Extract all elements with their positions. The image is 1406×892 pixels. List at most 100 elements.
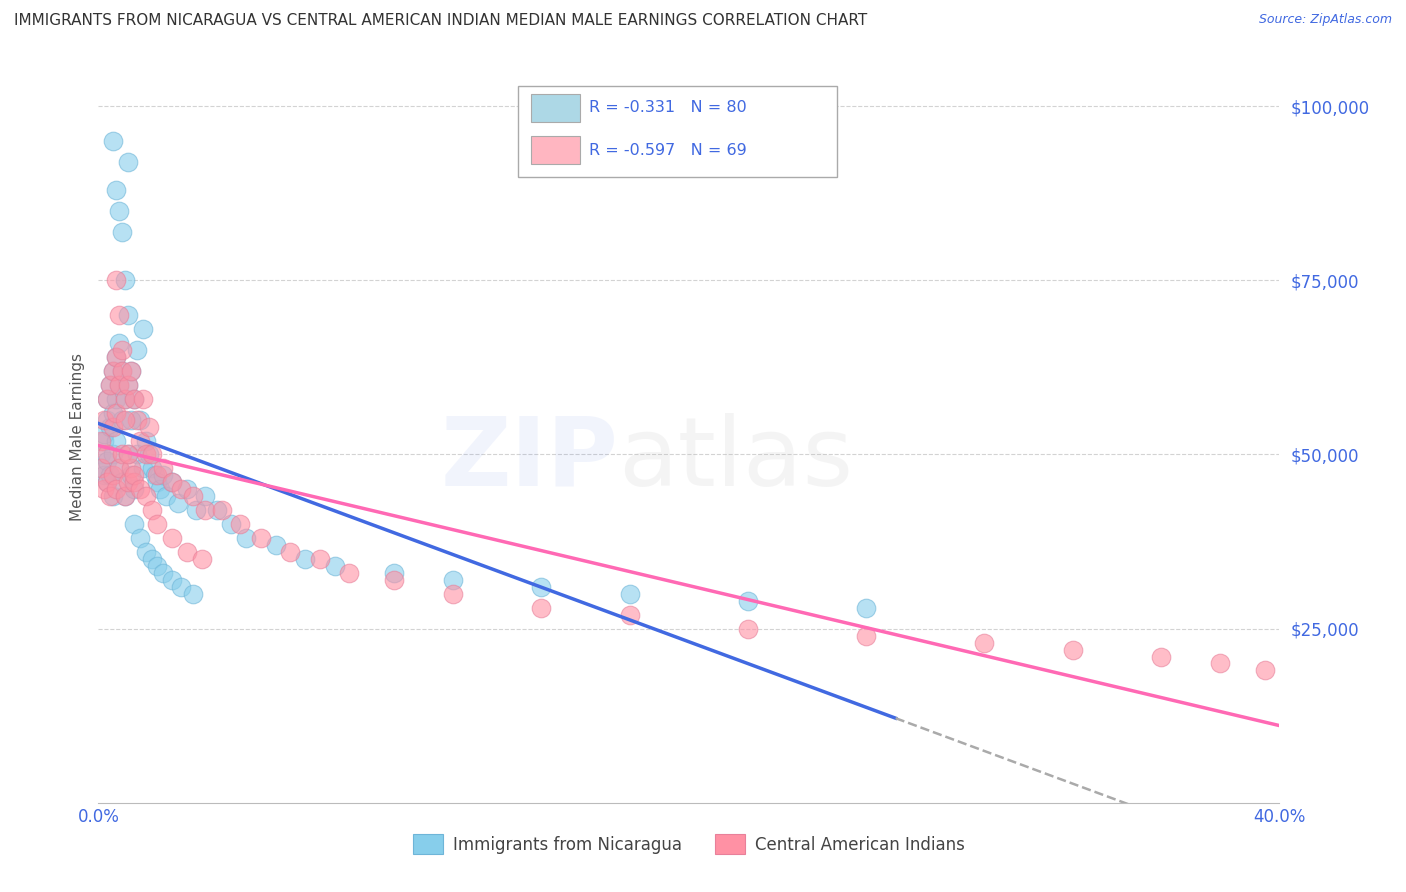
Point (125, 412, 148, 426)
Point (114, 392, 136, 406)
Point (141, 448, 163, 462)
Point (105, 483, 128, 497)
Point (339, 566, 361, 580)
Point (111, 225, 134, 239)
Point (96, 475, 118, 490)
Point (125, 448, 148, 462)
Point (93, 434, 115, 448)
Point (170, 483, 193, 497)
Point (98, 377, 121, 392)
Point (108, 377, 131, 392)
Point (105, 434, 128, 448)
Point (120, 364, 142, 378)
Point (141, 503, 163, 517)
Point (128, 412, 150, 426)
Point (117, 377, 139, 392)
Point (973, 635, 995, 649)
FancyBboxPatch shape (530, 136, 581, 164)
Point (108, 461, 131, 475)
Point (98, 377, 121, 392)
Point (103, 134, 125, 148)
Point (309, 552, 332, 566)
Point (122, 468, 145, 483)
Point (184, 503, 207, 517)
Point (146, 475, 169, 490)
FancyBboxPatch shape (517, 86, 837, 178)
Point (96, 448, 118, 462)
Point (90, 434, 112, 448)
Point (146, 517, 169, 532)
Point (441, 573, 464, 587)
Point (111, 475, 134, 490)
Point (132, 461, 155, 475)
Point (96, 475, 118, 490)
Point (105, 273, 128, 287)
Point (167, 496, 190, 510)
Point (191, 552, 214, 566)
Point (205, 503, 228, 517)
Text: atlas: atlas (619, 412, 853, 506)
Y-axis label: Median Male Earnings: Median Male Earnings (69, 353, 84, 521)
Point (105, 183, 128, 197)
Point (114, 273, 136, 287)
Point (122, 483, 145, 497)
Point (135, 448, 157, 462)
Point (162, 475, 183, 490)
Point (619, 587, 641, 601)
Point (103, 364, 125, 378)
Text: IMMIGRANTS FROM NICARAGUA VS CENTRAL AMERICAN INDIAN MEDIAN MALE EARNINGS CORREL: IMMIGRANTS FROM NICARAGUA VS CENTRAL AME… (14, 13, 868, 29)
Point (120, 364, 142, 378)
Text: ZIP: ZIP (440, 412, 619, 506)
Point (108, 308, 131, 322)
Point (176, 545, 198, 559)
Point (96, 392, 118, 406)
Point (111, 412, 134, 426)
Point (135, 489, 157, 503)
Point (90, 448, 112, 462)
Point (122, 392, 145, 406)
Point (619, 607, 641, 622)
Point (143, 468, 166, 483)
Point (146, 468, 169, 483)
Point (103, 419, 125, 434)
Point (737, 622, 759, 636)
Point (1254, 664, 1277, 678)
FancyBboxPatch shape (530, 94, 581, 122)
Point (114, 392, 136, 406)
Point (135, 434, 157, 448)
Point (114, 489, 136, 503)
Point (855, 600, 877, 615)
Point (108, 377, 131, 392)
Text: R = -0.331   N = 80: R = -0.331 N = 80 (589, 101, 747, 115)
Point (737, 594, 759, 608)
Point (170, 580, 193, 594)
Point (152, 461, 174, 475)
Point (1209, 657, 1232, 671)
Point (141, 461, 163, 475)
Point (441, 587, 464, 601)
Point (117, 448, 139, 462)
Point (105, 406, 128, 420)
Point (122, 517, 145, 532)
Point (382, 573, 405, 587)
Point (211, 503, 233, 517)
Point (93, 426, 115, 441)
Point (120, 461, 142, 475)
Point (294, 552, 316, 566)
Point (382, 566, 405, 580)
Point (181, 587, 204, 601)
Point (530, 600, 553, 615)
Point (98, 468, 121, 483)
Point (98, 489, 121, 503)
Point (117, 448, 139, 462)
Point (108, 461, 131, 475)
Point (111, 343, 134, 357)
Point (181, 489, 204, 503)
Point (194, 503, 217, 517)
Text: R = -0.597   N = 69: R = -0.597 N = 69 (589, 143, 747, 158)
Point (114, 412, 136, 426)
Point (152, 566, 174, 580)
Point (194, 489, 217, 503)
Point (96, 454, 118, 468)
Point (138, 448, 160, 462)
